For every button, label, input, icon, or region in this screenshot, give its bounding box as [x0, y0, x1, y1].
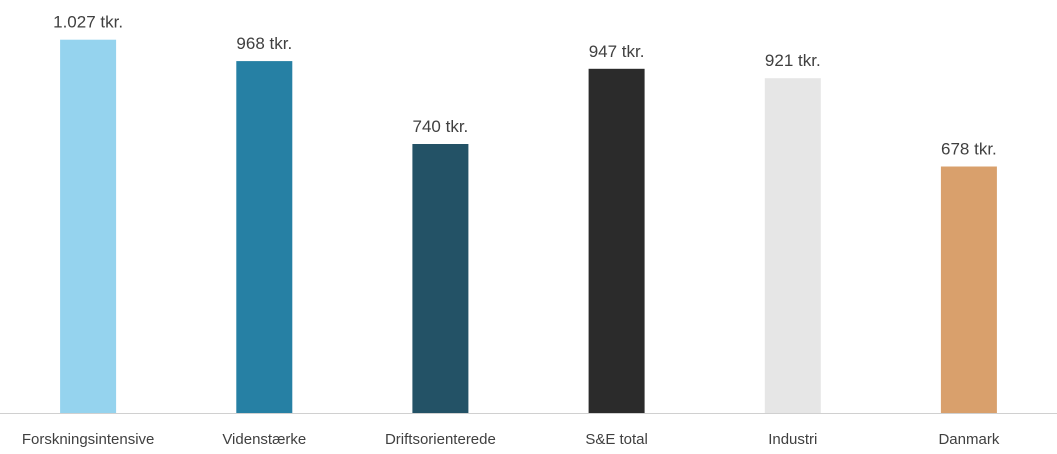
x-tick-label-forskningsintensive: Forskningsintensive: [22, 431, 155, 448]
data-label-danmark: 678 tkr.: [941, 140, 997, 159]
x-tick-label-danmark: Danmark: [938, 431, 999, 448]
data-label-industri: 921 tkr.: [765, 51, 821, 70]
data-label-driftsorienterede: 740 tkr.: [413, 117, 469, 136]
bar-driftsorienterede: [412, 144, 469, 413]
bar-forskningsintensive: [60, 39, 117, 413]
bar-danmark: [940, 166, 997, 413]
data-label-forskningsintensive: 1.027 tkr.: [53, 13, 123, 32]
x-tick-label-industri: Industri: [768, 431, 817, 448]
x-tick-label-driftsorienterede: Driftsorienterede: [385, 431, 496, 448]
x-tick-labels-group: Forskningsintensive Videnstærke Driftsorie…: [22, 431, 1000, 448]
x-tick-label-videnst-rke: Videnstærke: [222, 431, 306, 448]
data-label-videnst-rke: 968 tkr.: [236, 34, 292, 53]
data-labels-group: 1.027 tkr. 968 tkr. 740 tkr. 947 tkr. 921 tk…: [53, 13, 997, 159]
data-label-sande-total: 947 tkr.: [589, 42, 645, 61]
bars-group: [60, 39, 997, 414]
bar-sande-total: [588, 68, 645, 414]
bar-industri: [764, 78, 821, 413]
x-tick-label-sande-total: S&E total: [585, 431, 648, 448]
bar-videnst-rke: [236, 61, 293, 413]
